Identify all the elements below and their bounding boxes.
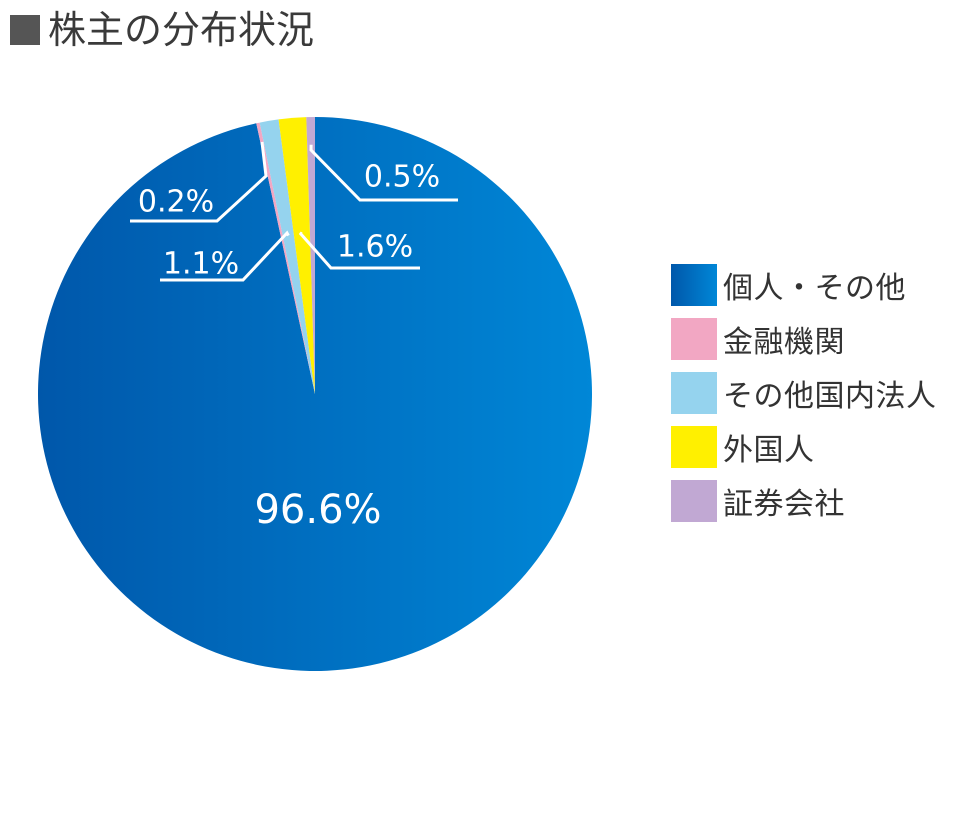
legend-label: 証券会社	[723, 487, 845, 522]
legend-item-kinyu-kikan: 金融機関	[671, 312, 961, 366]
slice-sonota-kokunai-hojin	[259, 119, 315, 395]
legend-label: 個人・その他	[723, 271, 906, 306]
legend-swatch-gaikokujin	[671, 426, 717, 468]
legend-item-gaikokujin: 外国人	[671, 420, 961, 474]
legend-swatch-kinyu-kikan	[671, 318, 717, 360]
legend-item-kojin-sonota: 個人・その他	[671, 258, 961, 312]
data-label-shoken-gaisha: 0.5%	[364, 160, 440, 195]
leader-lines	[130, 141, 458, 282]
data-label-kinyu-kikan: 0.2%	[138, 185, 214, 220]
pie-slices	[38, 117, 593, 671]
legend-label: 金融機関	[723, 325, 845, 360]
data-label-kojin-sonota: 96.6%	[254, 487, 381, 533]
legend-swatch-sonota-kokunai-hojin	[671, 372, 717, 414]
leader-line-sonota-kokunai-hojin	[160, 230, 290, 282]
slice-shoken-gaisha	[306, 117, 315, 394]
data-labels: 0.2% 1.1% 1.6% 0.5% 96.6%	[138, 160, 440, 534]
legend-swatch-kojin-sonota	[671, 264, 717, 306]
data-label-gaikokujin: 1.6%	[337, 230, 413, 265]
legend-item-shoken-gaisha: 証券会社	[671, 474, 961, 528]
slice-kinyu-kikan	[256, 122, 315, 395]
chart-title: 株主の分布状況	[10, 6, 314, 54]
leader-line-shoken-gaisha	[309, 144, 458, 202]
title-square-icon	[10, 15, 40, 45]
legend-item-sonota-kokunai-hojin: その他国内法人	[671, 366, 961, 420]
data-label-sonota-kokunai-hojin: 1.1%	[163, 247, 239, 282]
slice-gaikokujin	[278, 117, 315, 394]
legend-swatch-shoken-gaisha	[671, 480, 717, 522]
legend: 個人・その他 金融機関 その他国内法人 外国人 証券会社	[671, 258, 961, 528]
chart-title-text: 株主の分布状況	[48, 8, 315, 52]
leader-line-gaikokujin	[298, 231, 420, 270]
legend-label: その他国内法人	[723, 379, 937, 414]
legend-label: 外国人	[723, 433, 815, 468]
leader-line-kinyu-kikan	[130, 141, 268, 223]
